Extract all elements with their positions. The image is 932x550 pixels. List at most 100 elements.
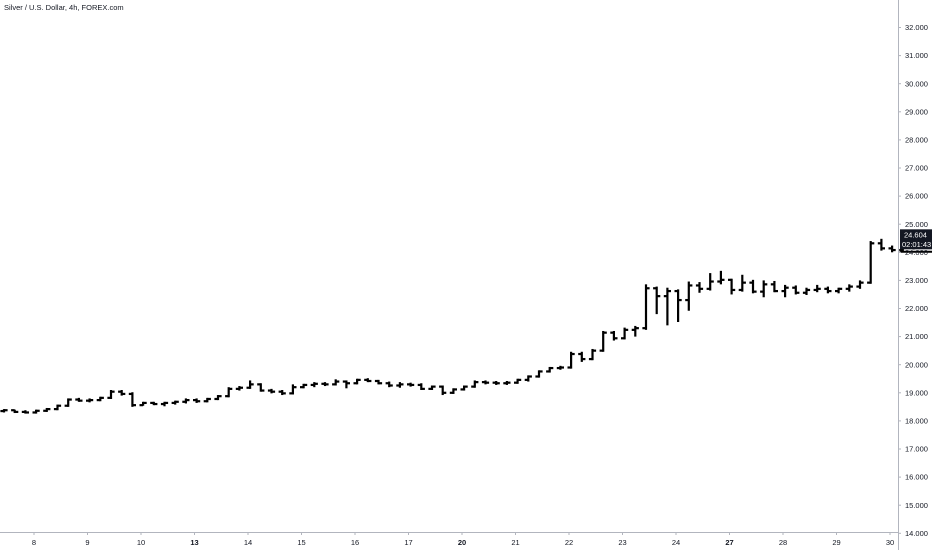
x-tick-label: 27 — [725, 538, 733, 547]
ohlc-bar — [535, 370, 543, 378]
ohlc-bar — [888, 245, 896, 253]
countdown-timer: 02:01:43 — [902, 240, 931, 249]
ohlc-bar — [353, 378, 361, 385]
ohlc-bar — [374, 379, 383, 385]
x-tick-label: 20 — [458, 538, 466, 547]
x-tick-label: 30 — [886, 538, 894, 547]
ohlc-bar — [856, 280, 864, 289]
x-tick-label: 29 — [832, 538, 840, 547]
ohlc-bar — [417, 383, 425, 390]
ohlc-bar — [342, 380, 350, 389]
ohlc-bar — [663, 287, 671, 326]
y-tick-label: 20.000 — [905, 360, 928, 369]
ohlc-bar — [235, 386, 243, 391]
y-tick-label: 21.000 — [905, 332, 928, 341]
y-tick-label: 15.000 — [905, 501, 928, 510]
y-tick-label: 19.000 — [905, 388, 928, 397]
y-tick-label: 32.000 — [905, 23, 928, 32]
price-axis: 32.000 31.000 30.000 29.000 28.000 27.000 26.0… — [898, 23, 928, 538]
ohlc-bar — [460, 385, 468, 391]
x-tick-label: 23 — [618, 538, 626, 547]
ohlc-bar — [21, 410, 29, 414]
ohlc-bar — [118, 389, 126, 396]
ohlc-bar — [481, 380, 490, 385]
ohlc-bar — [75, 397, 83, 402]
svg-text:24.604: 24.604 — [904, 230, 927, 239]
ohlc-bar — [449, 388, 457, 394]
ohlc-bar — [738, 274, 746, 292]
ohlc-bar — [160, 401, 169, 407]
ohlc-bar — [653, 286, 661, 315]
ohlc-bar — [867, 241, 875, 284]
y-tick-label: 24.000 — [905, 248, 928, 257]
ohlc-bar — [407, 382, 415, 387]
ohlc-bar — [439, 385, 447, 396]
y-tick-label: 17.000 — [905, 445, 928, 454]
ohlc-bar — [760, 280, 768, 298]
x-tick-label: 22 — [565, 538, 573, 547]
ohlc-bar — [588, 348, 597, 361]
ohlc-bar — [792, 285, 800, 295]
ohlc-bar — [32, 409, 40, 414]
ohlc-bar — [53, 404, 62, 411]
ohlc-bar — [471, 380, 479, 388]
ohlc-bar — [556, 365, 564, 370]
ohlc-bar — [128, 392, 136, 407]
y-tick-label: 30.000 — [905, 79, 928, 88]
ohlc-bar — [96, 396, 104, 402]
ohlc-bar — [685, 281, 693, 311]
ohlc-bar — [107, 389, 115, 399]
ohlc-bar — [567, 351, 575, 369]
ohlc-bar — [396, 382, 404, 388]
y-tick-label: 25.000 — [905, 220, 928, 229]
ohlc-bar — [257, 383, 265, 392]
ohlc-bar — [139, 401, 147, 407]
ohlc-bar — [770, 280, 778, 293]
x-tick-label: 9 — [85, 538, 89, 547]
ohlc-bar — [0, 409, 8, 413]
ohlc-bar — [364, 378, 372, 383]
ohlc-bar — [193, 398, 201, 403]
ohlc-bar — [203, 397, 211, 403]
ohlc-bar — [802, 287, 811, 296]
x-tick-label: 21 — [511, 538, 519, 547]
ohlc-bar — [642, 284, 650, 330]
y-tick-label: 27.000 — [905, 164, 928, 173]
ohlc-bar — [289, 384, 297, 395]
ohlc-bar — [621, 327, 629, 340]
ohlc-bar — [695, 282, 704, 293]
ohlc-bar — [11, 409, 19, 414]
y-tick-label: 16.000 — [905, 473, 928, 482]
y-tick-label: 23.000 — [905, 276, 928, 285]
ohlc-bar — [267, 388, 276, 394]
time-axis: 8 9 10 13 14 15 16 17 20 21 22 23 24 27 28 29 30 — [32, 532, 894, 547]
x-tick-label: 15 — [297, 538, 305, 547]
ohlc-bars — [0, 231, 932, 414]
ohlc-bar — [300, 383, 308, 389]
ohlc-bar — [225, 387, 233, 398]
ohlc-bar — [332, 379, 340, 386]
y-tick-label: 29.000 — [905, 107, 928, 116]
ohlc-bar — [749, 279, 757, 294]
ohlc-bar — [246, 380, 254, 389]
ohlc-bar — [781, 284, 789, 298]
ohlc-bar — [728, 278, 736, 295]
y-tick-label: 14.000 — [905, 529, 928, 538]
ohlc-bar — [43, 407, 51, 412]
x-tick-label: 14 — [244, 538, 252, 547]
ohlc-bar — [706, 273, 714, 291]
y-tick-label: 28.000 — [905, 136, 928, 145]
x-tick-label: 28 — [779, 538, 787, 547]
ohlc-bar — [578, 351, 586, 362]
ohlc-bar — [171, 400, 179, 405]
x-tick-label: 24 — [672, 538, 680, 547]
ohlc-bar — [428, 385, 436, 390]
x-tick-label: 10 — [137, 538, 145, 547]
ohlc-bar — [514, 378, 522, 384]
ohlc-bar — [385, 381, 393, 388]
ohlc-bar — [182, 398, 190, 404]
ohlc-bar — [503, 380, 511, 385]
